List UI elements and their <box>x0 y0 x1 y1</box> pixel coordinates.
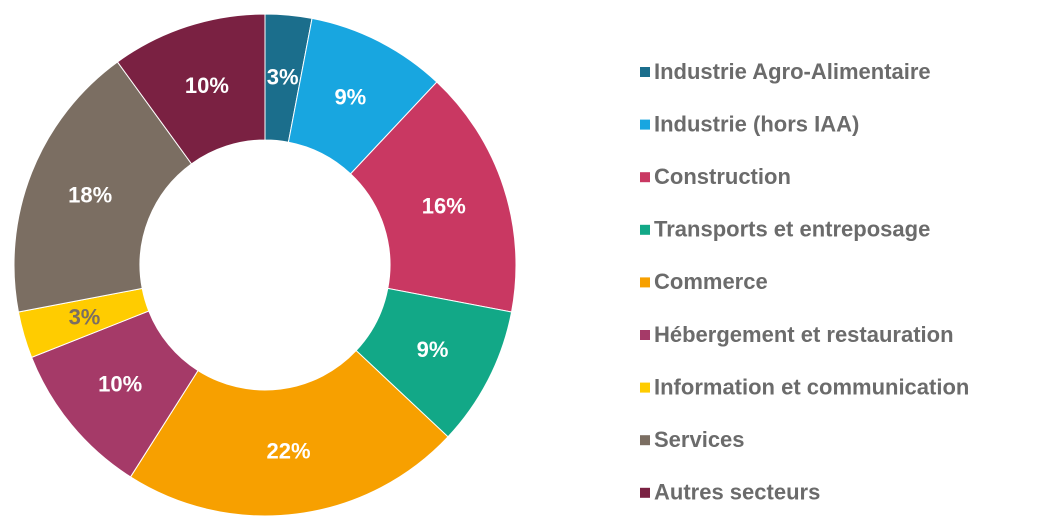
legend-label: Services <box>654 427 745 452</box>
slice-label: 16% <box>422 194 466 219</box>
slice <box>116 13 266 165</box>
slice-label: 3% <box>267 65 299 90</box>
slice <box>13 61 193 313</box>
slice-label: 10% <box>98 372 142 397</box>
legend-swatch <box>640 382 650 393</box>
legend-swatch <box>640 119 650 130</box>
legend-swatch <box>640 67 650 77</box>
legend-label: Construction <box>654 164 791 189</box>
legend-label: Industrie (hors IAA) <box>654 111 859 136</box>
slice <box>129 349 449 517</box>
legend-label: Commerce <box>654 269 768 294</box>
slice-label: 18% <box>68 183 112 208</box>
legend-swatch <box>640 330 650 340</box>
slice-label: 10% <box>185 73 229 98</box>
legend-swatch <box>640 277 650 288</box>
legend-swatch <box>640 224 650 235</box>
legend-swatch <box>640 487 650 498</box>
legend-label: Information et communication <box>654 374 969 399</box>
legend-label: Industrie Agro-Alimentaire <box>654 59 931 84</box>
legend-swatch <box>640 172 650 183</box>
legend-label: Transports et entreposage <box>654 217 930 242</box>
slice-label: 22% <box>267 438 311 463</box>
slice-label: 9% <box>334 84 366 109</box>
slice-label: 9% <box>417 337 449 362</box>
slice-label: 3% <box>69 304 101 329</box>
slice <box>349 81 517 313</box>
legend-label: Hébergement et restauration <box>654 322 954 347</box>
legend-label: Autres secteurs <box>654 480 820 505</box>
legend-swatch <box>640 435 650 446</box>
